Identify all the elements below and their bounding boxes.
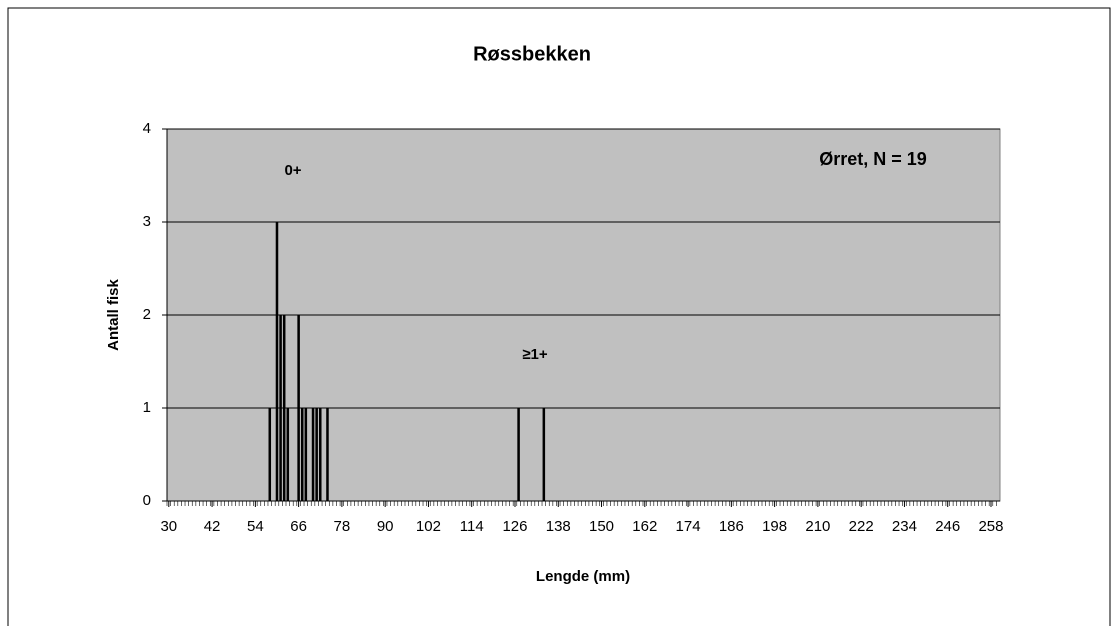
x-tick-label: 222: [849, 518, 874, 535]
bar: [297, 315, 300, 501]
bar: [311, 408, 315, 501]
bar: [304, 408, 308, 501]
y-tick-label: 0: [143, 492, 151, 509]
bar: [326, 408, 329, 501]
y-axis-label: Antall fisk: [105, 279, 122, 351]
annotation: 0+: [284, 162, 301, 179]
bar: [300, 408, 304, 501]
bar: [268, 408, 272, 501]
annotation: Ørret, N = 19: [819, 149, 927, 169]
y-tick-label: 4: [143, 120, 151, 137]
annotation: ≥1+: [522, 346, 548, 363]
x-tick-label: 78: [334, 518, 351, 535]
x-tick-label: 174: [676, 518, 701, 535]
x-tick-label: 258: [978, 518, 1003, 535]
bar: [286, 408, 290, 501]
x-tick-label: 54: [247, 518, 264, 535]
x-tick-label: 150: [589, 518, 614, 535]
y-tick-label: 2: [143, 306, 151, 323]
x-tick-label: 162: [632, 518, 657, 535]
chart-frame: [7, 7, 1111, 626]
x-tick-label: 198: [762, 518, 787, 535]
x-tick-label: 114: [460, 518, 484, 535]
x-tick-label: 30: [160, 518, 177, 535]
bar: [275, 222, 279, 501]
x-tick-label: 66: [290, 518, 307, 535]
x-tick-label: 138: [546, 518, 571, 535]
x-axis-label: Lengde (mm): [536, 568, 630, 585]
x-tick-label: 186: [719, 518, 744, 535]
y-tick-label: 1: [143, 399, 151, 416]
bar: [517, 408, 520, 501]
x-tick-label: 234: [892, 518, 917, 535]
x-tick-label: 210: [805, 518, 830, 535]
y-tick-label: 3: [143, 213, 151, 230]
bar: [315, 408, 318, 501]
bar: [318, 408, 322, 501]
chart-title: Røssbekken: [473, 43, 591, 65]
bar: [542, 408, 546, 501]
x-tick-label: 102: [416, 518, 441, 535]
x-tick-label: 90: [377, 518, 394, 535]
x-tick-label: 126: [502, 518, 527, 535]
bar: [279, 315, 282, 501]
x-tick-label: 42: [204, 518, 221, 535]
x-tick-label: 246: [935, 518, 960, 535]
bar: [282, 315, 286, 501]
